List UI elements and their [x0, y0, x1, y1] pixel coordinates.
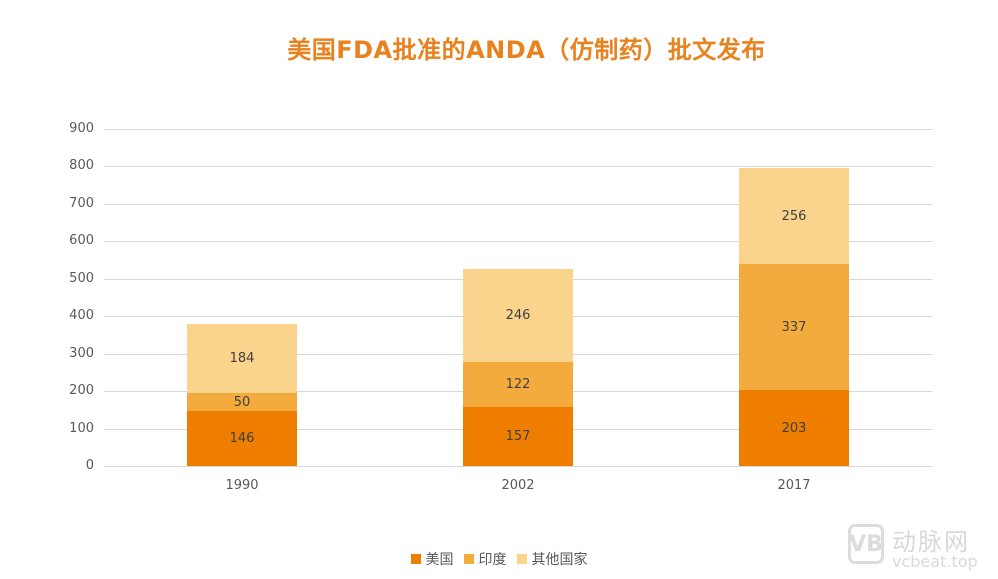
gridline	[104, 166, 932, 167]
bar-segment: 122	[463, 362, 573, 407]
y-tick-label: 100	[69, 421, 94, 436]
bar-segment: 50	[187, 393, 297, 411]
legend: 美国 印度 其他国家	[0, 549, 998, 569]
y-tick-label: 0	[85, 458, 94, 473]
bar-segment: 203	[739, 390, 849, 466]
gridline	[104, 241, 932, 242]
data-label: 122	[505, 377, 531, 392]
data-label: 146	[229, 431, 255, 446]
gridline	[104, 204, 932, 205]
legend-label: 美国	[425, 552, 454, 568]
legend-item: 印度	[463, 549, 507, 569]
y-tick-label: 900	[69, 121, 94, 136]
bar-segment: 146	[187, 411, 297, 466]
legend-item: 美国	[410, 549, 454, 569]
bar-segment: 246	[463, 269, 573, 362]
y-tick-label: 500	[69, 271, 94, 286]
legend-swatch-icon	[516, 554, 527, 564]
y-tick-label: 300	[69, 346, 94, 361]
data-label: 157	[505, 429, 531, 444]
legend-swatch-icon	[410, 554, 421, 564]
x-tick-label: 2017	[777, 478, 811, 493]
y-tick-label: 800	[69, 158, 94, 173]
y-tick-label: 600	[69, 233, 94, 248]
gridline	[104, 466, 932, 467]
chart-title: 美国FDA批准的ANDA（仿制药）批文发布	[287, 36, 766, 64]
x-tick-label: 2002	[501, 478, 535, 493]
data-label: 256	[781, 208, 807, 224]
legend-item: 其他国家	[516, 549, 588, 569]
y-tick-label: 700	[69, 196, 94, 211]
data-label: 203	[781, 420, 807, 436]
bar-segment: 184	[187, 324, 297, 393]
y-tick-label: 400	[69, 308, 94, 323]
legend-label: 其他国家	[531, 552, 588, 568]
bar-segment: 256	[739, 168, 849, 264]
watermark-name: 动脉网	[892, 528, 970, 556]
data-label: 337	[781, 319, 807, 335]
x-tick-label: 1990	[225, 478, 259, 493]
data-label: 246	[505, 308, 531, 323]
data-label: 184	[229, 351, 255, 366]
watermark-url: vcbeat.top	[892, 552, 978, 571]
vb-logo-icon: VB	[848, 524, 884, 564]
y-tick-label: 200	[69, 383, 94, 398]
legend-label: 印度	[478, 552, 507, 568]
gridline	[104, 129, 932, 130]
legend-swatch-icon	[463, 554, 474, 564]
bar-segment: 157	[463, 407, 573, 466]
data-label: 50	[233, 394, 251, 410]
bar-segment: 337	[739, 264, 849, 390]
watermark: VB 动脉网 vcbeat.top	[848, 522, 993, 572]
